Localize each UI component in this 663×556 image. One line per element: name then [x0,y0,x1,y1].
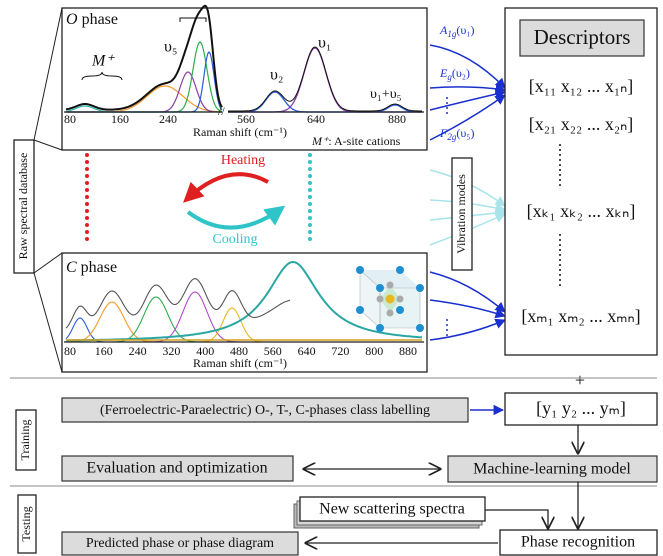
mode-label: Eg(υ₂) [439,66,470,82]
vibration-box [451,157,473,271]
spectrum-curve [66,260,423,342]
training-label: Training [18,420,32,461]
x-tick-label: 80 [64,112,76,126]
x-tick-label: 80 [64,344,76,358]
recognition-text: Phase recognition [521,534,635,551]
vibration-label: Vibration modes [454,174,468,254]
axis-title: Raman shift (cm⁻¹) [193,356,287,370]
descriptor-row: [x₂₁ x₂₂ ... x₂ₙ] [529,114,634,134]
x-tick-label: 720 [331,344,349,358]
testing-box [17,494,37,554]
training-box [15,409,37,471]
x-tick-label: 880 [399,344,417,358]
x-tick-label: 640 [307,112,325,126]
x-tick-label: 880 [388,112,406,126]
o-phase-title: O phase [66,11,118,28]
fan-lines [33,7,63,373]
arrow [485,509,548,528]
prediction-box [61,531,299,556]
peak-label: υ₁+υ₅ [370,87,402,102]
brace [179,17,207,22]
x-tick-label: 800 [365,344,383,358]
heating-label: Heating [221,153,265,168]
mode-label: A1g(υ₁) [439,23,474,39]
x-tick-label: 560 [264,344,282,358]
mode-arrows [429,44,507,341]
x-tick-label: 240 [159,112,177,126]
new-spectra-text: New scattering spectra [319,501,465,518]
descriptor-row: [xₖ₁ xₖ₂ ... xₖₙ] [527,201,636,221]
brace [81,71,123,81]
spectrum-curve [228,46,422,112]
axis-break: // [218,104,225,118]
note: M⁺: A-site cations [311,134,401,148]
x-tick-label: 400 [196,344,214,358]
raw-database-label: Raw spectral database [16,153,30,260]
x-tick-label: 240 [129,344,147,358]
mode-label: F2g(υ₅) [439,126,474,142]
recognition-box [499,529,658,556]
evaluation-text: Evaluation and optimization [86,460,267,477]
c-phase-title: C phase [66,259,117,276]
cooling-arrow [186,205,286,230]
peak-label: υ₅ [164,39,178,56]
labelling-text: (Ferroelectric-Paraelectric) O-, T-, C-p… [100,403,430,418]
evaluation-box [61,455,294,482]
labelling-box [61,397,469,423]
brace-label: M⁺ [91,53,115,70]
targets-box [504,392,658,426]
plus: + [575,370,585,390]
descriptor-row: [x₁₁ x₁₂ ... x₁ₙ] [529,76,634,96]
o-phase-panel [61,7,428,151]
model-text: Machine-learning model [473,461,631,478]
prediction-text: Predicted phase or phase diagram [86,536,274,551]
descriptor-panel [504,7,658,356]
crystal-icon [356,266,424,332]
cooling-label: Cooling [212,232,257,247]
x-tick-label: 320 [162,344,180,358]
peak-label: υ₁ [318,35,332,52]
peak-label: υ₂ [270,67,284,84]
axis-title: Raman shift (cm⁻¹) [193,125,287,139]
x-tick-label: 640 [298,344,316,358]
descriptor-row: [xₘ₁ xₘ₂ ... xₘₙ] [521,306,640,326]
testing-label: Testing [19,506,33,541]
raw-database-box [13,139,35,274]
heating-arrow [183,172,269,203]
descriptor-title: Descriptors [534,25,631,49]
x-tick-label: 560 [237,112,255,126]
x-tick-label: 160 [111,112,129,126]
spectrum-curve [65,278,291,329]
new-spectra-box [299,496,486,522]
model-box [447,455,658,483]
descriptor-header [519,19,645,57]
targets: [y₁ y₂ ... yₘ] [536,398,626,418]
x-tick-label: 160 [95,344,113,358]
x-tick-label: 480 [230,344,248,358]
